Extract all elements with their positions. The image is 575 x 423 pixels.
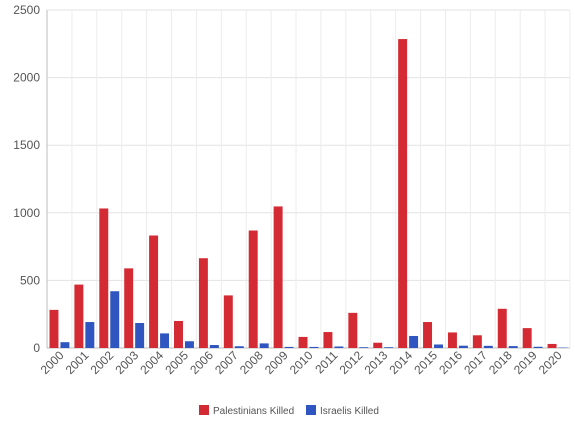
x-tick-label: 2017 bbox=[461, 348, 490, 377]
x-tick-label: 2008 bbox=[237, 348, 266, 377]
x-tick-label: 2019 bbox=[511, 348, 540, 377]
x-tick-label: 2015 bbox=[411, 348, 440, 377]
bar-israelis-2016 bbox=[458, 345, 468, 348]
bar-palestinians-2011 bbox=[323, 332, 333, 348]
x-tick-label: 2000 bbox=[38, 348, 67, 377]
y-tick-label: 2000 bbox=[13, 71, 40, 85]
x-tick-label: 2016 bbox=[436, 348, 465, 377]
bar-israelis-2001 bbox=[85, 322, 95, 348]
y-tick-label: 500 bbox=[20, 273, 40, 287]
y-tick-label: 1500 bbox=[13, 138, 40, 152]
x-tick-label: 2003 bbox=[113, 348, 142, 377]
bar-palestinians-2013 bbox=[373, 342, 383, 348]
bar-israelis-2010 bbox=[309, 346, 319, 348]
x-tick-label: 2001 bbox=[63, 348, 92, 377]
bar-israelis-2019 bbox=[533, 346, 543, 348]
x-tick-label: 2009 bbox=[262, 348, 291, 377]
x-tick-label: 2020 bbox=[536, 348, 565, 377]
x-tick-label: 2006 bbox=[187, 348, 216, 377]
bar-palestinians-2009 bbox=[273, 206, 283, 348]
bar-palestinians-2008 bbox=[248, 230, 258, 348]
y-tick-label: 1000 bbox=[13, 206, 40, 220]
x-tick-label: 2007 bbox=[212, 348, 241, 377]
legend-swatch bbox=[199, 405, 209, 415]
bar-israelis-2003 bbox=[135, 322, 145, 348]
bar-palestinians-2006 bbox=[198, 258, 208, 348]
bar-israelis-2013 bbox=[384, 347, 394, 348]
bar-palestinians-2003 bbox=[124, 268, 134, 348]
bar-israelis-2006 bbox=[209, 345, 219, 348]
legend-label[interactable]: Israelis Killed bbox=[320, 406, 379, 417]
x-tick-label: 2002 bbox=[88, 348, 117, 377]
x-tick-label: 2010 bbox=[287, 348, 316, 377]
bar-israelis-2004 bbox=[160, 333, 170, 348]
y-tick-label: 2500 bbox=[13, 3, 40, 17]
bar-palestinians-2000 bbox=[49, 309, 59, 348]
bar-palestinians-2019 bbox=[522, 328, 532, 348]
bar-palestinians-2001 bbox=[74, 284, 84, 348]
bar-palestinians-2012 bbox=[348, 312, 358, 348]
bar-palestinians-2015 bbox=[423, 322, 433, 348]
bar-palestinians-2016 bbox=[447, 332, 457, 348]
x-tick-label: 2012 bbox=[337, 348, 366, 377]
bar-israelis-2015 bbox=[434, 344, 443, 348]
bar-israelis-2009 bbox=[284, 346, 294, 348]
bar-israelis-2007 bbox=[234, 346, 244, 348]
x-tick-label: 2014 bbox=[386, 348, 415, 377]
axes bbox=[46, 10, 570, 349]
y-tick-label: 0 bbox=[33, 341, 40, 355]
bar-israelis-2011 bbox=[334, 346, 344, 348]
bars bbox=[49, 39, 568, 349]
bar-palestinians-2020 bbox=[547, 343, 557, 348]
legend-label[interactable]: Palestinians Killed bbox=[213, 406, 294, 417]
bar-israelis-2008 bbox=[259, 343, 269, 348]
bar-israelis-2002 bbox=[110, 291, 120, 348]
x-tick-label: 2004 bbox=[137, 348, 166, 377]
bar-israelis-2017 bbox=[483, 345, 493, 348]
bar-palestinians-2018 bbox=[497, 308, 507, 348]
bar-israelis-2014 bbox=[409, 335, 419, 348]
x-tick-label: 2018 bbox=[486, 348, 515, 377]
bar-palestinians-2010 bbox=[298, 336, 308, 348]
bar-palestinians-2014 bbox=[398, 39, 408, 349]
legend-swatch bbox=[306, 405, 316, 415]
grid-lines bbox=[46, 9, 571, 349]
x-tick-label: 2005 bbox=[162, 348, 191, 377]
bar-israelis-2012 bbox=[359, 347, 369, 348]
y-axis-tick-labels: 0 500 1000 1500 2000 2500 bbox=[13, 3, 40, 355]
bar-palestinians-2002 bbox=[99, 208, 109, 348]
bar-palestinians-2017 bbox=[472, 335, 482, 348]
bar-israelis-2000 bbox=[60, 342, 70, 348]
bar-palestinians-2005 bbox=[174, 320, 183, 348]
bar-palestinians-2004 bbox=[149, 235, 159, 348]
bar-israelis-2005 bbox=[184, 341, 194, 348]
bar-palestinians-2007 bbox=[223, 295, 233, 348]
x-tick-label: 2013 bbox=[362, 348, 391, 377]
bar-israelis-2018 bbox=[508, 346, 518, 348]
x-tick-label: 2011 bbox=[312, 348, 340, 376]
legend: Palestinians Killed Israelis Killed bbox=[199, 405, 379, 417]
x-axis-tick-labels: 2000200120022003200420052006200720082009… bbox=[38, 348, 565, 377]
